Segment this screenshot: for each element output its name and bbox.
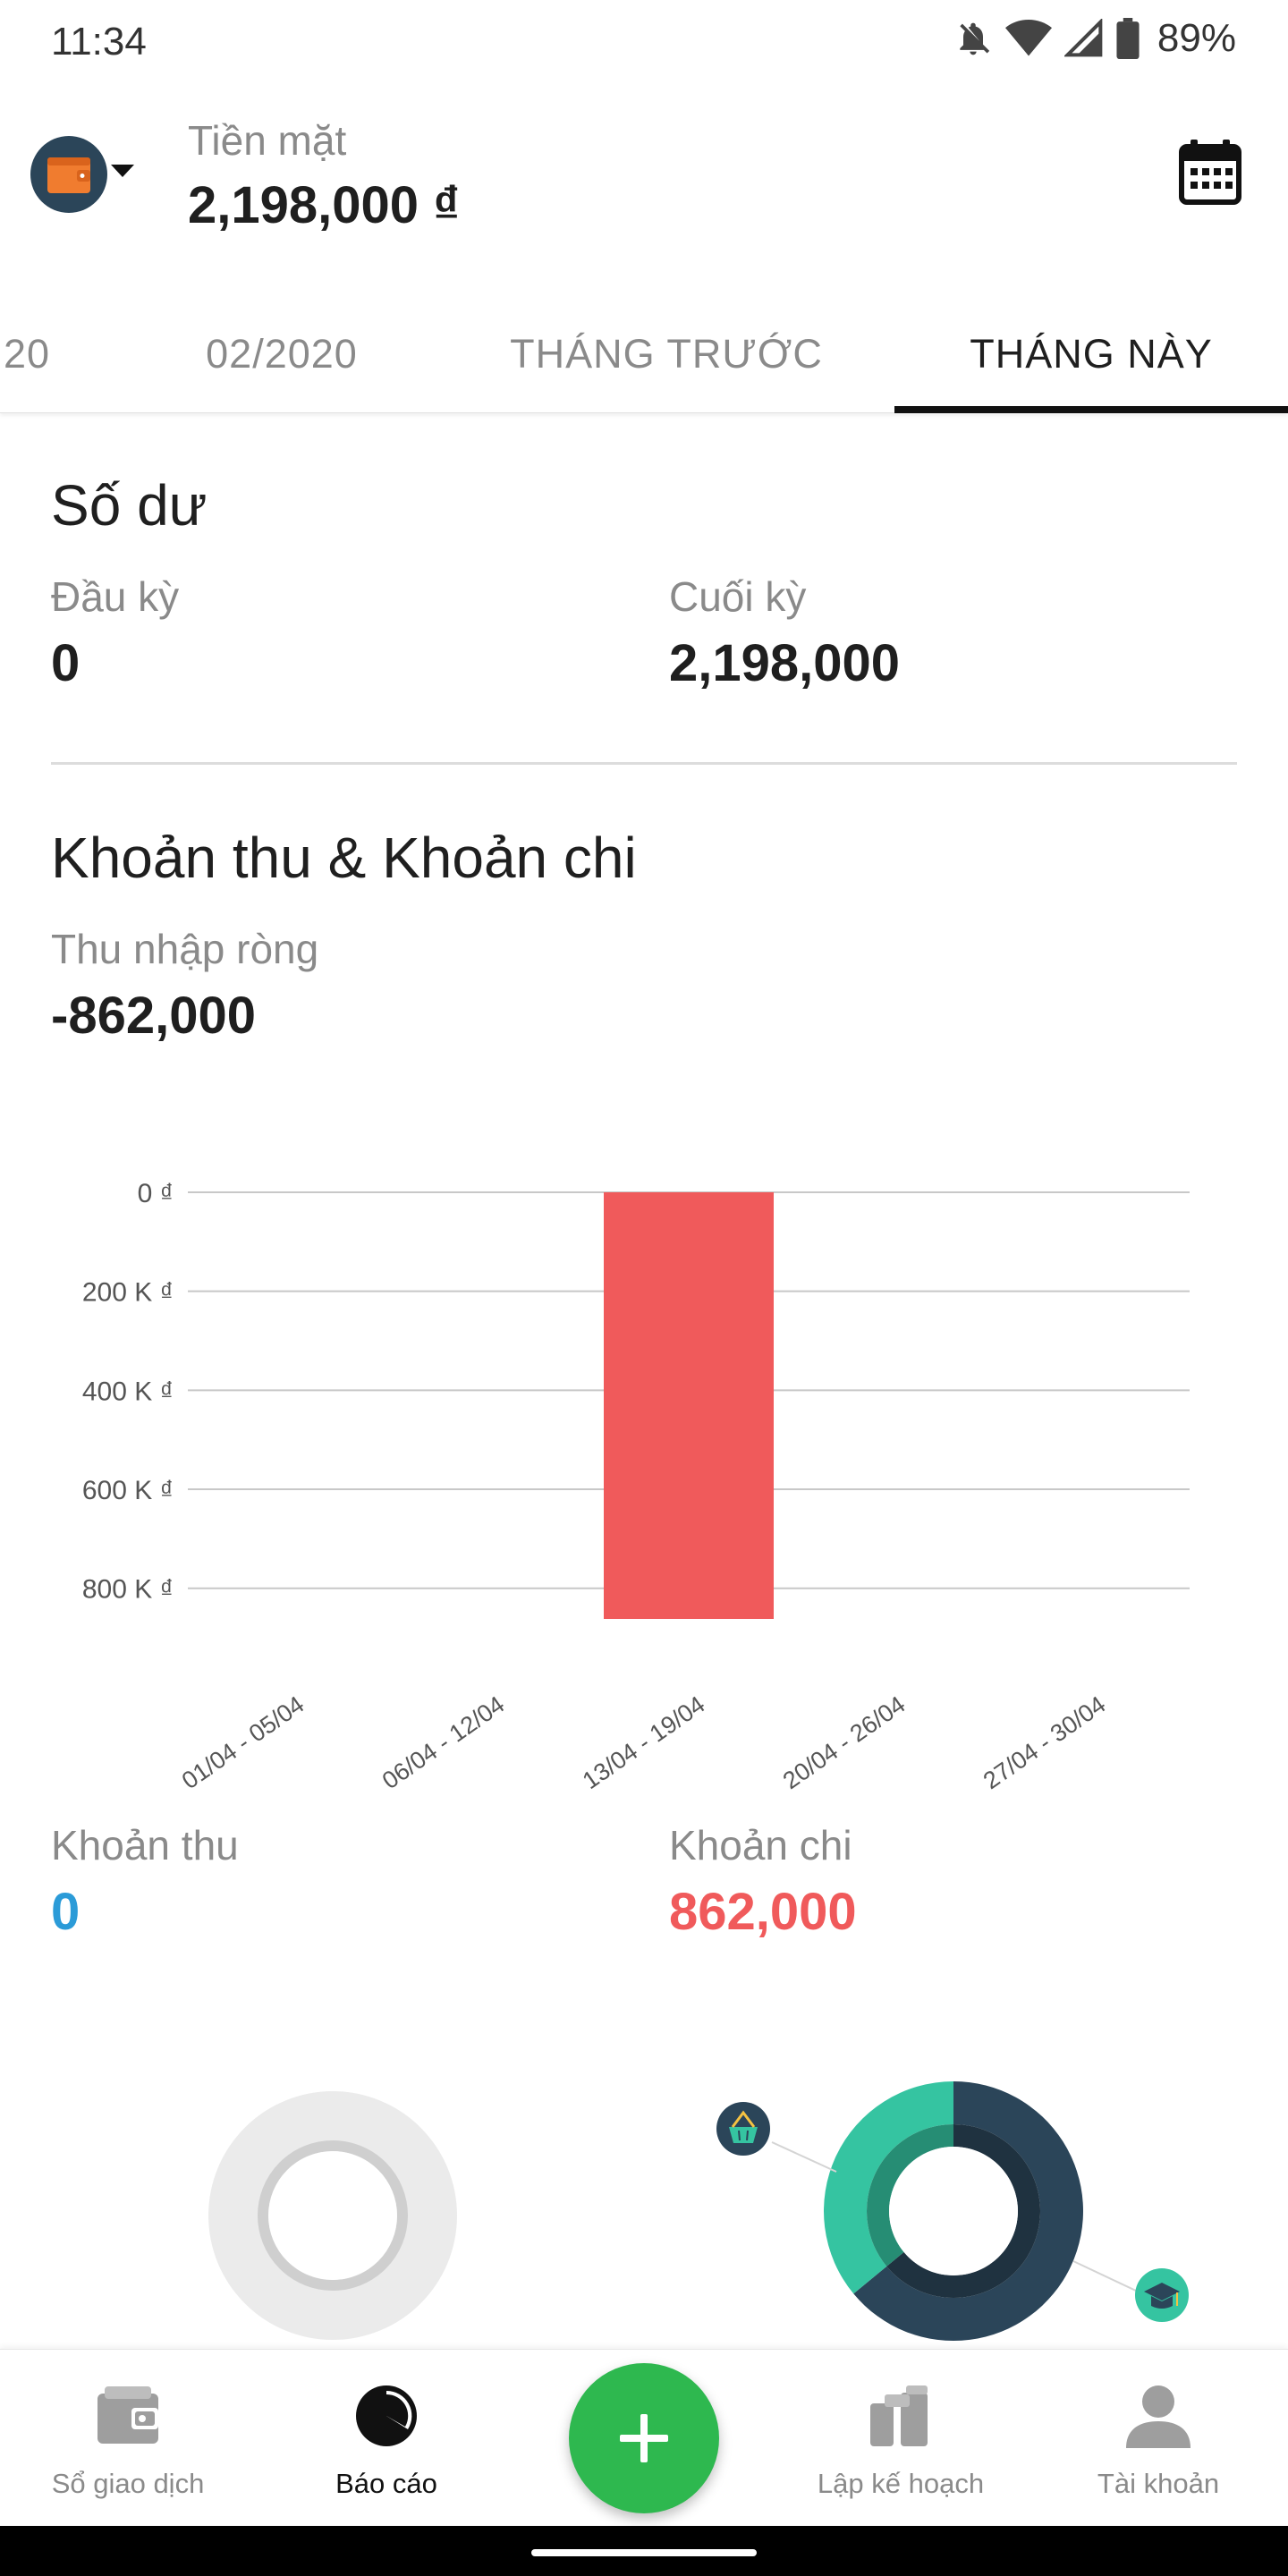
expense-slice[interactable] <box>823 2081 953 2294</box>
pie-chart-icon <box>356 2385 417 2446</box>
nav-reports-label: Báo cáo <box>335 2468 437 2499</box>
x-tick-label: 01/04 - 05/04 <box>177 1690 309 1794</box>
nav-account-label: Tài khoản <box>1097 2468 1220 2499</box>
x-tick-label: 20/04 - 26/04 <box>778 1690 911 1794</box>
person-icon <box>1126 2385 1191 2448</box>
closing-balance-label: Cuối kỳ <box>669 573 807 620</box>
home-gesture-indicator[interactable] <box>531 2549 757 2556</box>
nav-account[interactable]: Tài khoản <box>1033 2350 1284 2527</box>
tab-last-month[interactable]: THÁNG TRƯỚC <box>510 331 823 377</box>
y-tick-label: 400 K ₫ <box>82 1377 174 1406</box>
income-donut-ring <box>258 2140 408 2291</box>
expense-donut[interactable] <box>716 2081 1189 2341</box>
chevron-down-icon[interactable] <box>111 165 134 177</box>
net-income-value: -862,000 <box>51 987 256 1045</box>
wallet-selector[interactable] <box>30 136 107 213</box>
calendar-icon <box>1179 140 1241 205</box>
y-tick-label: 800 K ₫ <box>82 1575 174 1605</box>
weekly-bar-chart: 0 ₫ 200 K ₫ 400 K ₫ 600 K ₫ 800 K ₫ 01/04 - 0… <box>82 1179 1190 1794</box>
nav-transactions[interactable]: Sổ giao dịch <box>3 2350 253 2527</box>
nav-transactions-label: Sổ giao dịch <box>51 2468 205 2499</box>
balance-title: Số dư <box>51 473 208 538</box>
basket-icon <box>716 2102 770 2156</box>
period-tabs: 20 02/2020 THÁNG TRƯỚC THÁNG NÀY <box>0 295 1288 413</box>
wallet-icon <box>47 157 90 193</box>
wallet-balance: 2,198,000 ₫ <box>188 176 460 234</box>
expense-slice[interactable] <box>853 2081 1083 2341</box>
y-tick-label: 200 K ₫ <box>82 1278 174 1308</box>
closing-balance-value: 2,198,000 <box>669 634 901 692</box>
status-bar: 11:34 89% <box>0 0 1288 89</box>
battery-icon <box>1116 18 1140 59</box>
x-tick-label: 13/04 - 19/04 <box>578 1690 710 1794</box>
calendar-button[interactable] <box>1177 138 1243 206</box>
opening-balance-label: Đầu kỳ <box>51 573 180 620</box>
income-value: 0 <box>51 1883 80 1941</box>
cell-signal-icon <box>1063 19 1103 57</box>
battery-percent: 89% <box>1157 16 1236 60</box>
income-donut[interactable] <box>208 2091 457 2340</box>
expense-bar[interactable] <box>604 1192 774 1619</box>
opening-balance-value: 0 <box>51 634 80 692</box>
nav-planning[interactable]: Lập kế hoạch <box>775 2350 1026 2527</box>
nav-reports[interactable]: Báo cáo <box>261 2350 512 2527</box>
notifications-off-icon <box>960 22 990 55</box>
status-time: 11:34 <box>51 20 147 64</box>
x-tick-label: 27/04 - 30/04 <box>979 1690 1111 1794</box>
wallet-icon <box>97 2386 158 2444</box>
expense-slice-inner <box>886 2124 1040 2298</box>
wifi-icon <box>1004 19 1052 56</box>
income-expense-title: Khoản thu & Khoản chi <box>51 826 637 890</box>
nav-planning-label: Lập kế hoạch <box>817 2468 985 2499</box>
planning-icon <box>870 2385 928 2446</box>
net-income-label: Thu nhập ròng <box>51 926 319 972</box>
add-transaction-button[interactable] <box>569 2363 719 2513</box>
wallet-name: Tiền mặt <box>188 117 347 164</box>
y-tick-label: 600 K ₫ <box>82 1476 174 1505</box>
x-tick-label: 06/04 - 12/04 <box>377 1690 510 1794</box>
y-tick-label: 0 ₫ <box>138 1179 174 1208</box>
expense-slice-inner <box>867 2124 953 2267</box>
tab-this-month[interactable]: THÁNG NÀY <box>970 331 1213 377</box>
tab-previous-period[interactable]: 20 <box>3 331 51 377</box>
tab-02-2020[interactable]: 02/2020 <box>206 331 358 377</box>
expense-label: Khoản chi <box>669 1822 852 1868</box>
tab-indicator <box>894 406 1288 413</box>
section-divider <box>51 762 1237 765</box>
plus-icon <box>620 2414 668 2462</box>
expense-value: 862,000 <box>669 1883 857 1941</box>
category-donut-charts <box>208 2081 1189 2341</box>
status-icons: 89% <box>953 16 1236 61</box>
graduation-cap-icon <box>1135 2268 1189 2322</box>
income-label: Khoản thu <box>51 1822 239 1868</box>
